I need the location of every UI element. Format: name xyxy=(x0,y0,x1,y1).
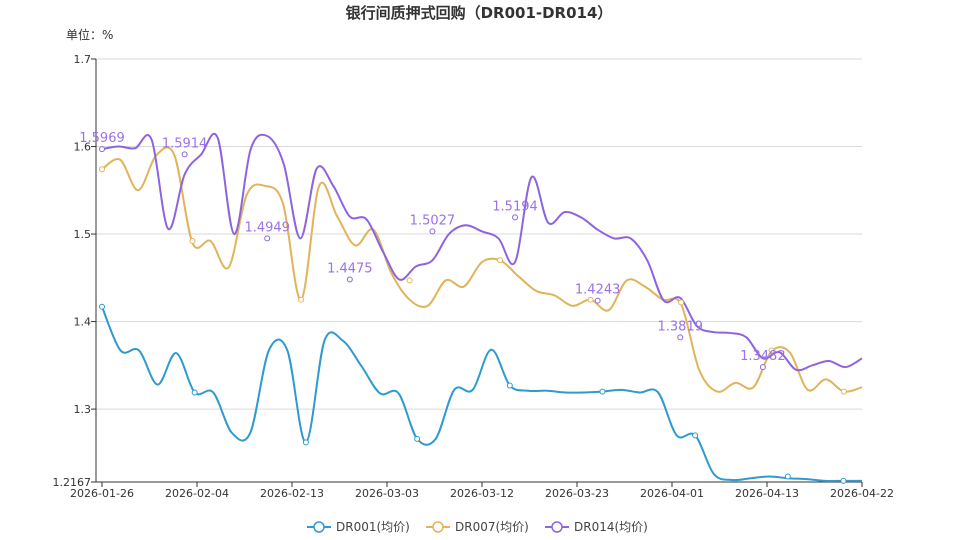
dr014-data-label: 1.4949 xyxy=(244,220,290,235)
dr007-point xyxy=(587,296,594,303)
dr001-point xyxy=(414,435,421,442)
dr014-point xyxy=(759,364,766,371)
dr014-point xyxy=(429,228,436,235)
dr014-line xyxy=(101,132,863,372)
legend-swatch-marker xyxy=(432,521,444,533)
y-tick-label: 1.2167 xyxy=(53,476,92,489)
dr001-point xyxy=(302,439,309,446)
dr014-data-label: 1.5027 xyxy=(410,213,456,228)
dr001-point xyxy=(840,477,847,484)
legend-item-dr014[interactable]: DR014(均价) xyxy=(574,520,648,534)
x-tick-label: 2026-04-22 xyxy=(830,487,894,500)
y-tick-label: 1.3 xyxy=(74,403,92,416)
y-tick-label: 1.7 xyxy=(74,53,92,66)
dr014-data-label: 1.5914 xyxy=(162,136,208,151)
dr014-point xyxy=(594,297,601,304)
y-tick-label: 1.5 xyxy=(74,228,92,241)
data-labels: 1.5969 1.5914 1.4949 1.4475 1.5027 1.5194 1.42… xyxy=(79,131,785,364)
dr014-point xyxy=(346,276,353,283)
legend: DR001(均价) DR007(均价) DR014(均价) xyxy=(307,520,648,534)
dr014-point xyxy=(99,146,105,153)
dr001-point xyxy=(191,389,198,396)
dr014-point xyxy=(181,151,188,158)
chart-title: 银行间质押式回购（DR001-DR014） xyxy=(346,4,613,22)
dr007-point xyxy=(99,166,105,173)
dr014-data-label: 1.4243 xyxy=(575,283,621,298)
dr014-data-label: 1.5194 xyxy=(492,199,538,214)
dr001-point xyxy=(692,432,699,439)
legend-item-dr001[interactable]: DR001(均价) xyxy=(336,520,410,534)
dr007-point xyxy=(678,299,685,306)
dr007-line xyxy=(101,146,863,393)
dr014-point xyxy=(264,235,271,242)
series-markers xyxy=(99,146,847,484)
dr001-point xyxy=(506,382,513,389)
dr014-data-label: 1.3482 xyxy=(740,349,786,364)
x-tick-label: 2026-02-04 xyxy=(165,487,229,500)
dr007-point xyxy=(189,238,196,245)
x-tick-label: 2026-01-26 xyxy=(70,487,134,500)
x-tick-label: 2026-03-12 xyxy=(450,487,514,500)
dr014-data-label: 1.5969 xyxy=(79,131,125,146)
dr014-data-label: 1.3819 xyxy=(658,319,704,334)
y-unit-label: 单位：% xyxy=(66,27,113,42)
dr014-point xyxy=(512,214,519,221)
dr014-point xyxy=(677,334,684,341)
dr001-point xyxy=(99,303,105,310)
series-lines xyxy=(101,132,863,482)
legend-swatch-marker xyxy=(551,521,563,533)
legend-item-dr007[interactable]: DR007(均价) xyxy=(455,520,529,534)
dr001-point xyxy=(784,473,791,480)
dr007-point xyxy=(768,347,775,354)
dr007-point xyxy=(406,277,413,284)
x-tick-label: 2026-04-01 xyxy=(640,487,704,500)
y-tick-label: 1.6 xyxy=(74,141,92,154)
x-tick-label: 2026-03-03 xyxy=(355,487,419,500)
x-tick-label: 2026-03-23 xyxy=(545,487,609,500)
x-tick-label: 2026-02-13 xyxy=(260,487,324,500)
gridlines xyxy=(96,58,862,483)
dr014-data-label: 1.4475 xyxy=(327,262,373,277)
dr007-point xyxy=(298,296,305,303)
dr001-point xyxy=(599,388,606,395)
dr007-point xyxy=(497,257,504,264)
legend-swatch-marker xyxy=(313,521,325,533)
x-tick-label: 2026-04-13 xyxy=(735,487,799,500)
dr007-point xyxy=(840,388,847,395)
y-tick-label: 1.4 xyxy=(74,316,92,329)
dr001-line xyxy=(101,306,862,482)
